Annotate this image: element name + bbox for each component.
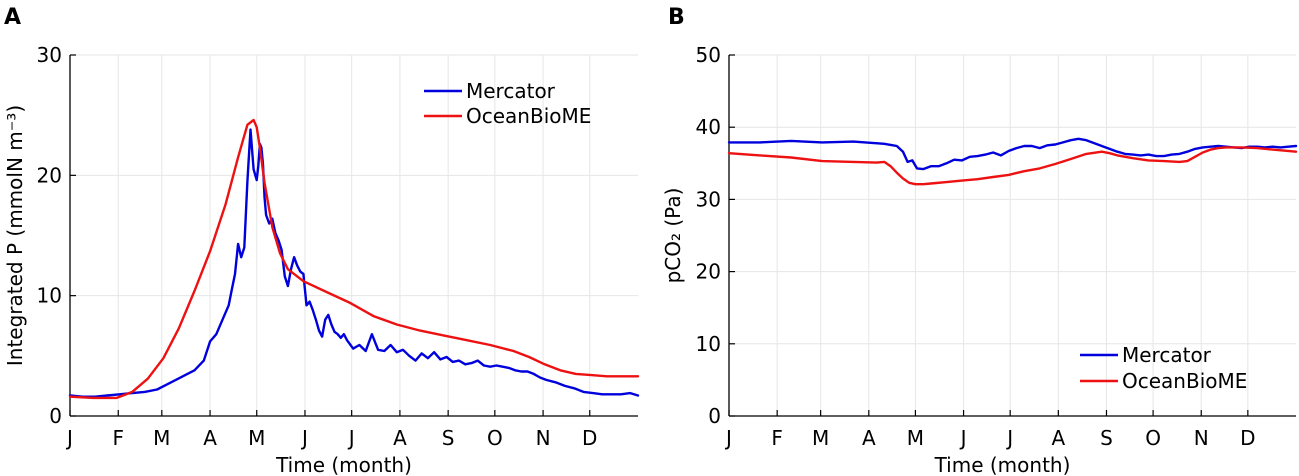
x-tick-label: A [862,426,876,450]
y-tick-label: 0 [708,404,721,428]
y-tick-label: 10 [696,332,721,356]
y-tick-label: 40 [696,115,721,139]
y-tick-label: 0 [49,404,62,428]
x-tick-label: A [393,426,407,450]
x-tick-label: F [771,426,783,450]
series-line-oceanbiome [68,118,640,400]
legend-label: Mercator [466,79,556,103]
x-tick-label: S [1100,426,1113,450]
y-tick-label: 10 [37,284,62,308]
x-tick-label: M [907,426,924,450]
x-tick-label: J [959,426,967,450]
x-tick-label: J [724,426,732,450]
y-axis-title: Integrated P (mmolN m⁻³) [3,105,27,366]
x-tick-label: S [442,426,455,450]
panel-letter: B [668,5,685,30]
series-line-mercator [727,137,1298,171]
x-tick-label: N [536,426,551,450]
y-tick-label: 20 [696,260,721,284]
x-tick-label: J [347,426,355,450]
x-tick-label: F [112,426,124,450]
x-tick-label: M [812,426,829,450]
panel-letter: A [4,5,21,30]
y-tick-label: 20 [37,163,62,187]
legend-label: OceanBioME [466,104,591,128]
x-tick-label: D [582,426,597,450]
x-tick-label: O [487,426,503,450]
y-axis-title: pCO₂ (Pa) [661,188,685,284]
y-tick-label: 30 [37,43,62,67]
x-tick-label: A [1051,426,1065,450]
legend-label: Mercator [1122,343,1212,367]
x-tick-label: J [65,426,73,450]
x-tick-label: D [1240,426,1255,450]
x-tick-label: N [1194,426,1209,450]
x-axis-title: Time (month) [275,453,412,476]
legend-label: OceanBioME [1122,369,1247,393]
y-tick-label: 50 [696,43,721,67]
x-tick-label: M [153,426,170,450]
panel-a: A 0 10 20 30 J F M A M J J A S O N D Time (month) Integrat… [3,5,640,476]
x-tick-label: A [203,426,217,450]
series-line-oceanbiome [727,146,1298,186]
x-axis-title: Time (month) [934,453,1071,476]
series-line-mercator [68,128,640,398]
x-tick-label: O [1145,426,1161,450]
x-tick-label: J [1005,426,1013,450]
x-tick-label: M [248,426,265,450]
x-tick-label: J [300,426,308,450]
panel-b: B 0 10 20 30 40 50 J F M A M J J A S O N D Time (month) pCO₂… [661,5,1298,476]
y-tick-label: 30 [696,187,721,211]
